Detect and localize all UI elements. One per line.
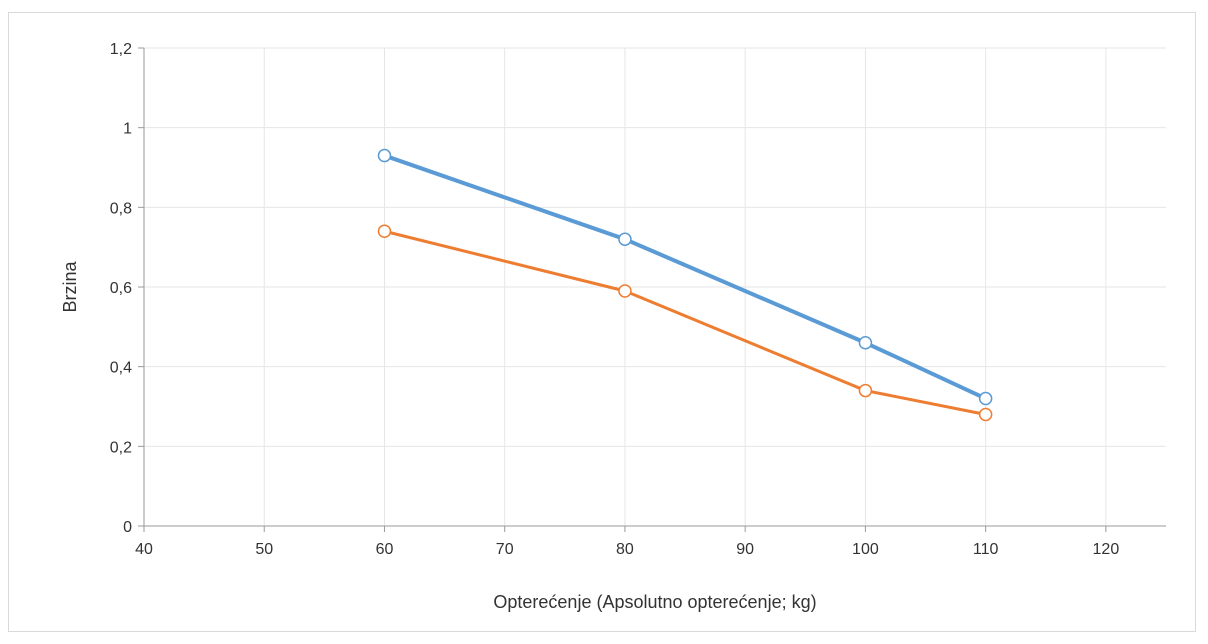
y-tick-label: 0,4 <box>110 360 132 377</box>
y-tick-label: 0,8 <box>110 200 132 217</box>
data-point <box>978 407 993 422</box>
data-point <box>377 148 392 163</box>
axes <box>138 47 1166 532</box>
chart-frame <box>8 12 1196 632</box>
y-axis-title: Brzina <box>60 261 80 313</box>
y-tick-label: 0,2 <box>110 439 132 456</box>
x-tick-label: 110 <box>973 541 999 558</box>
x-tick-label: 80 <box>616 541 634 558</box>
y-tick-label: 0 <box>123 519 132 536</box>
series-2 <box>377 224 993 422</box>
data-point <box>978 391 993 406</box>
grid-lines <box>144 47 1166 526</box>
series-line <box>383 153 987 401</box>
y-tick-label: 0,6 <box>110 280 132 297</box>
series-line <box>384 229 986 416</box>
tick-labels: 0 0,2 0,4 0,6 0,8 1 1,2 40 50 60 70 80 90 100 110 120 <box>110 41 1120 558</box>
x-tick-label: 120 <box>1093 541 1120 558</box>
y-tick-label: 1,2 <box>110 41 132 58</box>
series-group <box>377 148 993 422</box>
x-tick-label: 70 <box>496 541 514 558</box>
data-point <box>618 284 632 298</box>
x-tick-label: 40 <box>135 541 153 558</box>
data-point <box>858 383 873 398</box>
data-point <box>377 224 392 238</box>
x-axis-title: Opterećenje (Apsolutno opterećenje; kg) <box>493 592 816 612</box>
series-1 <box>377 148 993 406</box>
x-tick-label: 100 <box>852 541 879 558</box>
x-tick-label: 50 <box>255 541 273 558</box>
x-tick-label: 90 <box>736 541 754 558</box>
x-tick-label: 60 <box>376 541 394 558</box>
y-tick-label: 1 <box>123 121 132 138</box>
data-point <box>618 232 632 246</box>
data-point <box>858 336 873 350</box>
